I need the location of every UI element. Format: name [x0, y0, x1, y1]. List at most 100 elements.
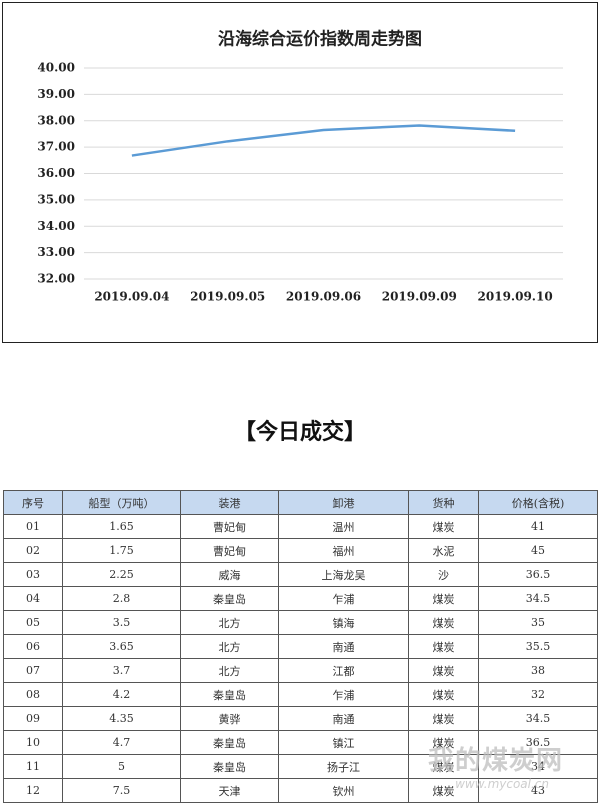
y-tick-label: 40.00 — [37, 61, 75, 75]
header-row: 序号 船型（万吨） 装港 卸港 货种 价格(含税) — [3, 490, 598, 515]
table-cell: 34.5 — [478, 706, 598, 731]
table-cell: 水泥 — [408, 538, 479, 563]
table-cell: 曹妃甸 — [180, 514, 279, 539]
table-cell: 北方 — [180, 634, 279, 659]
table-cell: 曹妃甸 — [180, 538, 279, 563]
table-cell: 温州 — [278, 514, 409, 539]
table-cell: 天津 — [180, 778, 279, 803]
header-cell: 价格(含税) — [478, 490, 598, 515]
table-cell: 威海 — [180, 562, 279, 587]
table-cell: 煤炭 — [408, 706, 479, 731]
header-cell: 货种 — [408, 490, 479, 515]
table-cell: 12 — [3, 778, 63, 803]
x-tick-label: 2019.09.10 — [478, 290, 553, 304]
table-cell: 秦皇岛 — [180, 754, 279, 779]
y-tick-label: 39.00 — [37, 87, 75, 101]
table-cell: 09 — [3, 706, 63, 731]
x-tick-label: 2019.09.09 — [382, 290, 457, 304]
section-title: 【今日成交】 — [233, 420, 366, 445]
table-cell: 北方 — [180, 658, 279, 683]
table-cell: 3.5 — [62, 610, 181, 635]
x-tick-label: 2019.09.06 — [286, 290, 361, 304]
table-cell: 4.7 — [62, 730, 181, 755]
x-tick-label: 2019.09.04 — [94, 290, 169, 304]
table-cell: 上海龙吴 — [278, 562, 409, 587]
table-cell: 36.5 — [478, 562, 598, 587]
table-cell: 08 — [3, 682, 63, 707]
y-tick-label: 33.00 — [37, 245, 75, 259]
table-cell: 2.8 — [62, 586, 181, 611]
table-cell: 3.7 — [62, 658, 181, 683]
table-row: 05 3.5 北方 镇海 煤炭 35 — [3, 610, 598, 635]
table-cell: 南通 — [278, 634, 409, 659]
table-cell: 45 — [478, 538, 598, 563]
x-tick-label: 2019.09.05 — [190, 290, 265, 304]
table-cell: 黄骅 — [180, 706, 279, 731]
table-cell: 秦皇岛 — [180, 682, 279, 707]
y-tick-label: 34.00 — [37, 219, 75, 233]
table-cell: 4.35 — [62, 706, 181, 731]
table-cell: 1.75 — [62, 538, 181, 563]
header-cell: 船型（万吨） — [62, 490, 181, 515]
table-cell: 32 — [478, 682, 598, 707]
table-row: 03 2.25 威海 上海龙吴沙 36.5 — [3, 562, 598, 587]
table-row: 11 5 秦皇岛 扬子江 煤炭 34 — [3, 754, 598, 779]
table-cell: 镇海 — [278, 610, 409, 635]
table-row: 12 7.5 天津 钦州 煤炭 43 — [3, 778, 598, 803]
table-cell: 03 — [3, 562, 63, 587]
table-cell: 35.5 — [478, 634, 598, 659]
table-cell: 煤炭 — [408, 682, 479, 707]
y-tick-label: 32.00 — [37, 272, 75, 286]
table-cell: 北方 — [180, 610, 279, 635]
table-row: 08 4.2 秦皇岛 乍浦 煤炭 32 — [3, 682, 598, 707]
table-cell: 1.65 — [62, 514, 181, 539]
table-row: 06 3.65 北方 南通 煤炭 35.5 — [3, 634, 598, 659]
table-cell: 4.2 — [62, 682, 181, 707]
y-tick-label: 38.00 — [37, 113, 75, 127]
table-cell: 02 — [3, 538, 63, 563]
table-cell: 06 — [3, 634, 63, 659]
table-cell: 04 — [3, 586, 63, 611]
table-cell: 11 — [3, 754, 63, 779]
y-tick-label: 35.00 — [37, 192, 75, 206]
table-cell: 01 — [3, 514, 63, 539]
table-row: 02 1.75 曹妃甸 福州 水泥 45 — [3, 538, 598, 563]
data-line — [131, 124, 516, 157]
table-cell: 36.5 — [478, 730, 598, 755]
table-cell: 煤炭 — [408, 730, 479, 755]
table-cell: 41 — [478, 514, 598, 539]
header-cell: 装港 — [180, 490, 279, 515]
table-cell: 福州 — [278, 538, 409, 563]
table-cell: 煤炭 — [408, 754, 479, 779]
table-row: 09 4.35 黄骅 南通 煤炭 34.5 — [3, 706, 598, 731]
table-cell: 煤炭 — [408, 634, 479, 659]
deal-table: 序号 船型（万吨） 装港 卸港 货种 价格(含税) 01 1.65 曹妃甸 温州 煤炭 41 02 1.… — [3, 490, 598, 803]
table-cell: 2.25 — [62, 562, 181, 587]
table-cell: 10 — [3, 730, 63, 755]
table-cell: 7.5 — [62, 778, 181, 803]
table-cell: 钦州 — [278, 778, 409, 803]
table-cell: 5 — [62, 754, 181, 779]
table-cell: 34 — [478, 754, 598, 779]
table-row: 10 4.7 秦皇岛 镇江 煤炭 36.5 — [3, 730, 598, 755]
table-cell: 43 — [478, 778, 598, 803]
table-cell: 沙 — [408, 562, 479, 587]
table-row: 04 2.8 秦皇岛 乍浦 煤炭 34.5 — [3, 586, 598, 611]
table-cell: 秦皇岛 — [180, 730, 279, 755]
table-row: 07 3.7 北方 江都 煤炭 38 — [3, 658, 598, 683]
table-cell: 镇江 — [278, 730, 409, 755]
table-cell: 3.65 — [62, 634, 181, 659]
table-cell: 江都 — [278, 658, 409, 683]
table-cell: 煤炭 — [408, 778, 479, 803]
header-cell: 序号 — [3, 490, 63, 515]
chart-border — [2, 2, 598, 343]
table-cell: 乍浦 — [278, 682, 409, 707]
table-cell: 乍浦 — [278, 586, 409, 611]
y-tick-label: 36.00 — [37, 166, 75, 180]
chart-title: 沿海综合运价指数周走势图 — [218, 29, 422, 50]
table-row: 01 1.65 曹妃甸 温州 煤炭 41 — [3, 514, 598, 539]
table-cell: 05 — [3, 610, 63, 635]
y-tick-label: 37.00 — [37, 140, 75, 154]
table-cell: 35 — [478, 610, 598, 635]
